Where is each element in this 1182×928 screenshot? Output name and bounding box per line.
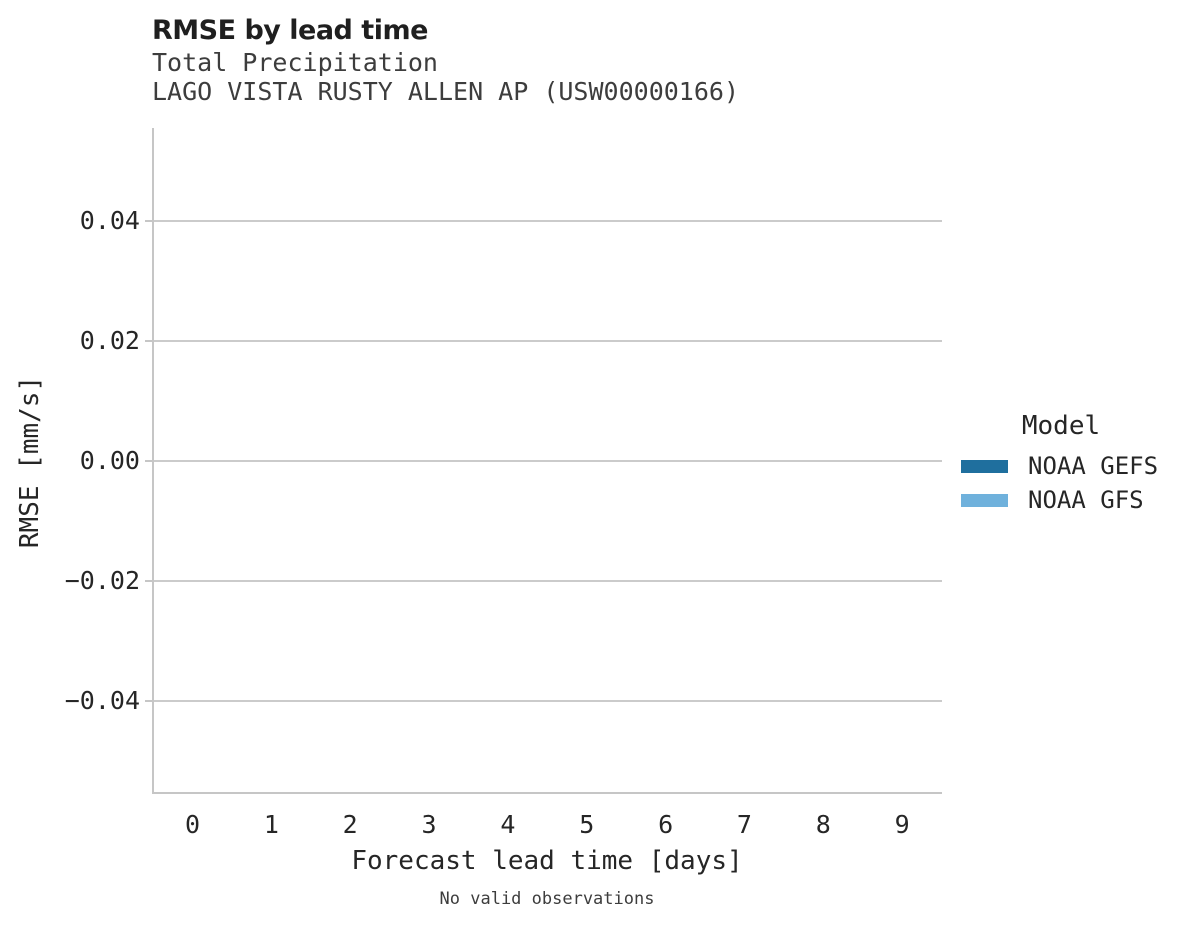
legend-entry-label: NOAA GFS <box>1028 486 1144 514</box>
y-tick-label: 0.00 <box>79 446 140 475</box>
chart-title: RMSE by lead time <box>152 15 428 46</box>
x-tick-label: 9 <box>894 810 910 839</box>
y-tick-mark <box>145 460 154 462</box>
x-tick-label: 1 <box>263 810 279 839</box>
gridline <box>154 460 942 462</box>
y-tick-label: −0.02 <box>64 566 140 595</box>
gridline <box>154 340 942 342</box>
x-tick-label: 4 <box>500 810 516 839</box>
gridline <box>154 700 942 702</box>
gridline <box>154 580 942 582</box>
plot-area <box>145 128 942 794</box>
legend-color-swatch <box>961 459 1008 473</box>
legend-entry-label: NOAA GEFS <box>1028 452 1159 480</box>
y-tick-mark <box>145 700 154 702</box>
y-tick-label: 0.04 <box>79 206 140 235</box>
legend-color-swatch <box>961 493 1008 507</box>
x-tick-label: 7 <box>736 810 752 839</box>
x-tick-label: 5 <box>579 810 595 839</box>
legend: Model NOAA GEFS NOAA GFS <box>961 411 1171 517</box>
x-axis-label: Forecast lead time [days] <box>351 846 743 876</box>
y-tick-label: 0.02 <box>79 326 140 355</box>
legend-entry: NOAA GFS <box>961 483 1171 517</box>
x-tick-label: 2 <box>342 810 358 839</box>
y-tick-mark <box>145 340 154 342</box>
y-tick-label: −0.04 <box>64 686 140 715</box>
y-tick-mark <box>145 580 154 582</box>
legend-entry: NOAA GEFS <box>961 449 1171 483</box>
chart-subtitle-variable: Total Precipitation <box>152 48 438 77</box>
chart-subtitle-station: LAGO VISTA RUSTY ALLEN AP (USW00000166) <box>152 77 739 106</box>
x-tick-label: 0 <box>184 810 201 839</box>
x-tick-label: 6 <box>658 810 674 839</box>
legend-entries: NOAA GEFS NOAA GFS <box>961 449 1171 517</box>
chart-header: RMSE by lead time Total Precipitation LA… <box>152 14 739 106</box>
x-tick-label: 8 <box>815 810 831 839</box>
no-observations-note: No valid observations <box>439 889 655 909</box>
y-tick-mark <box>145 220 154 222</box>
legend-title: Model <box>1021 411 1101 441</box>
gridline <box>154 220 942 222</box>
x-tick-label: 3 <box>421 810 437 839</box>
